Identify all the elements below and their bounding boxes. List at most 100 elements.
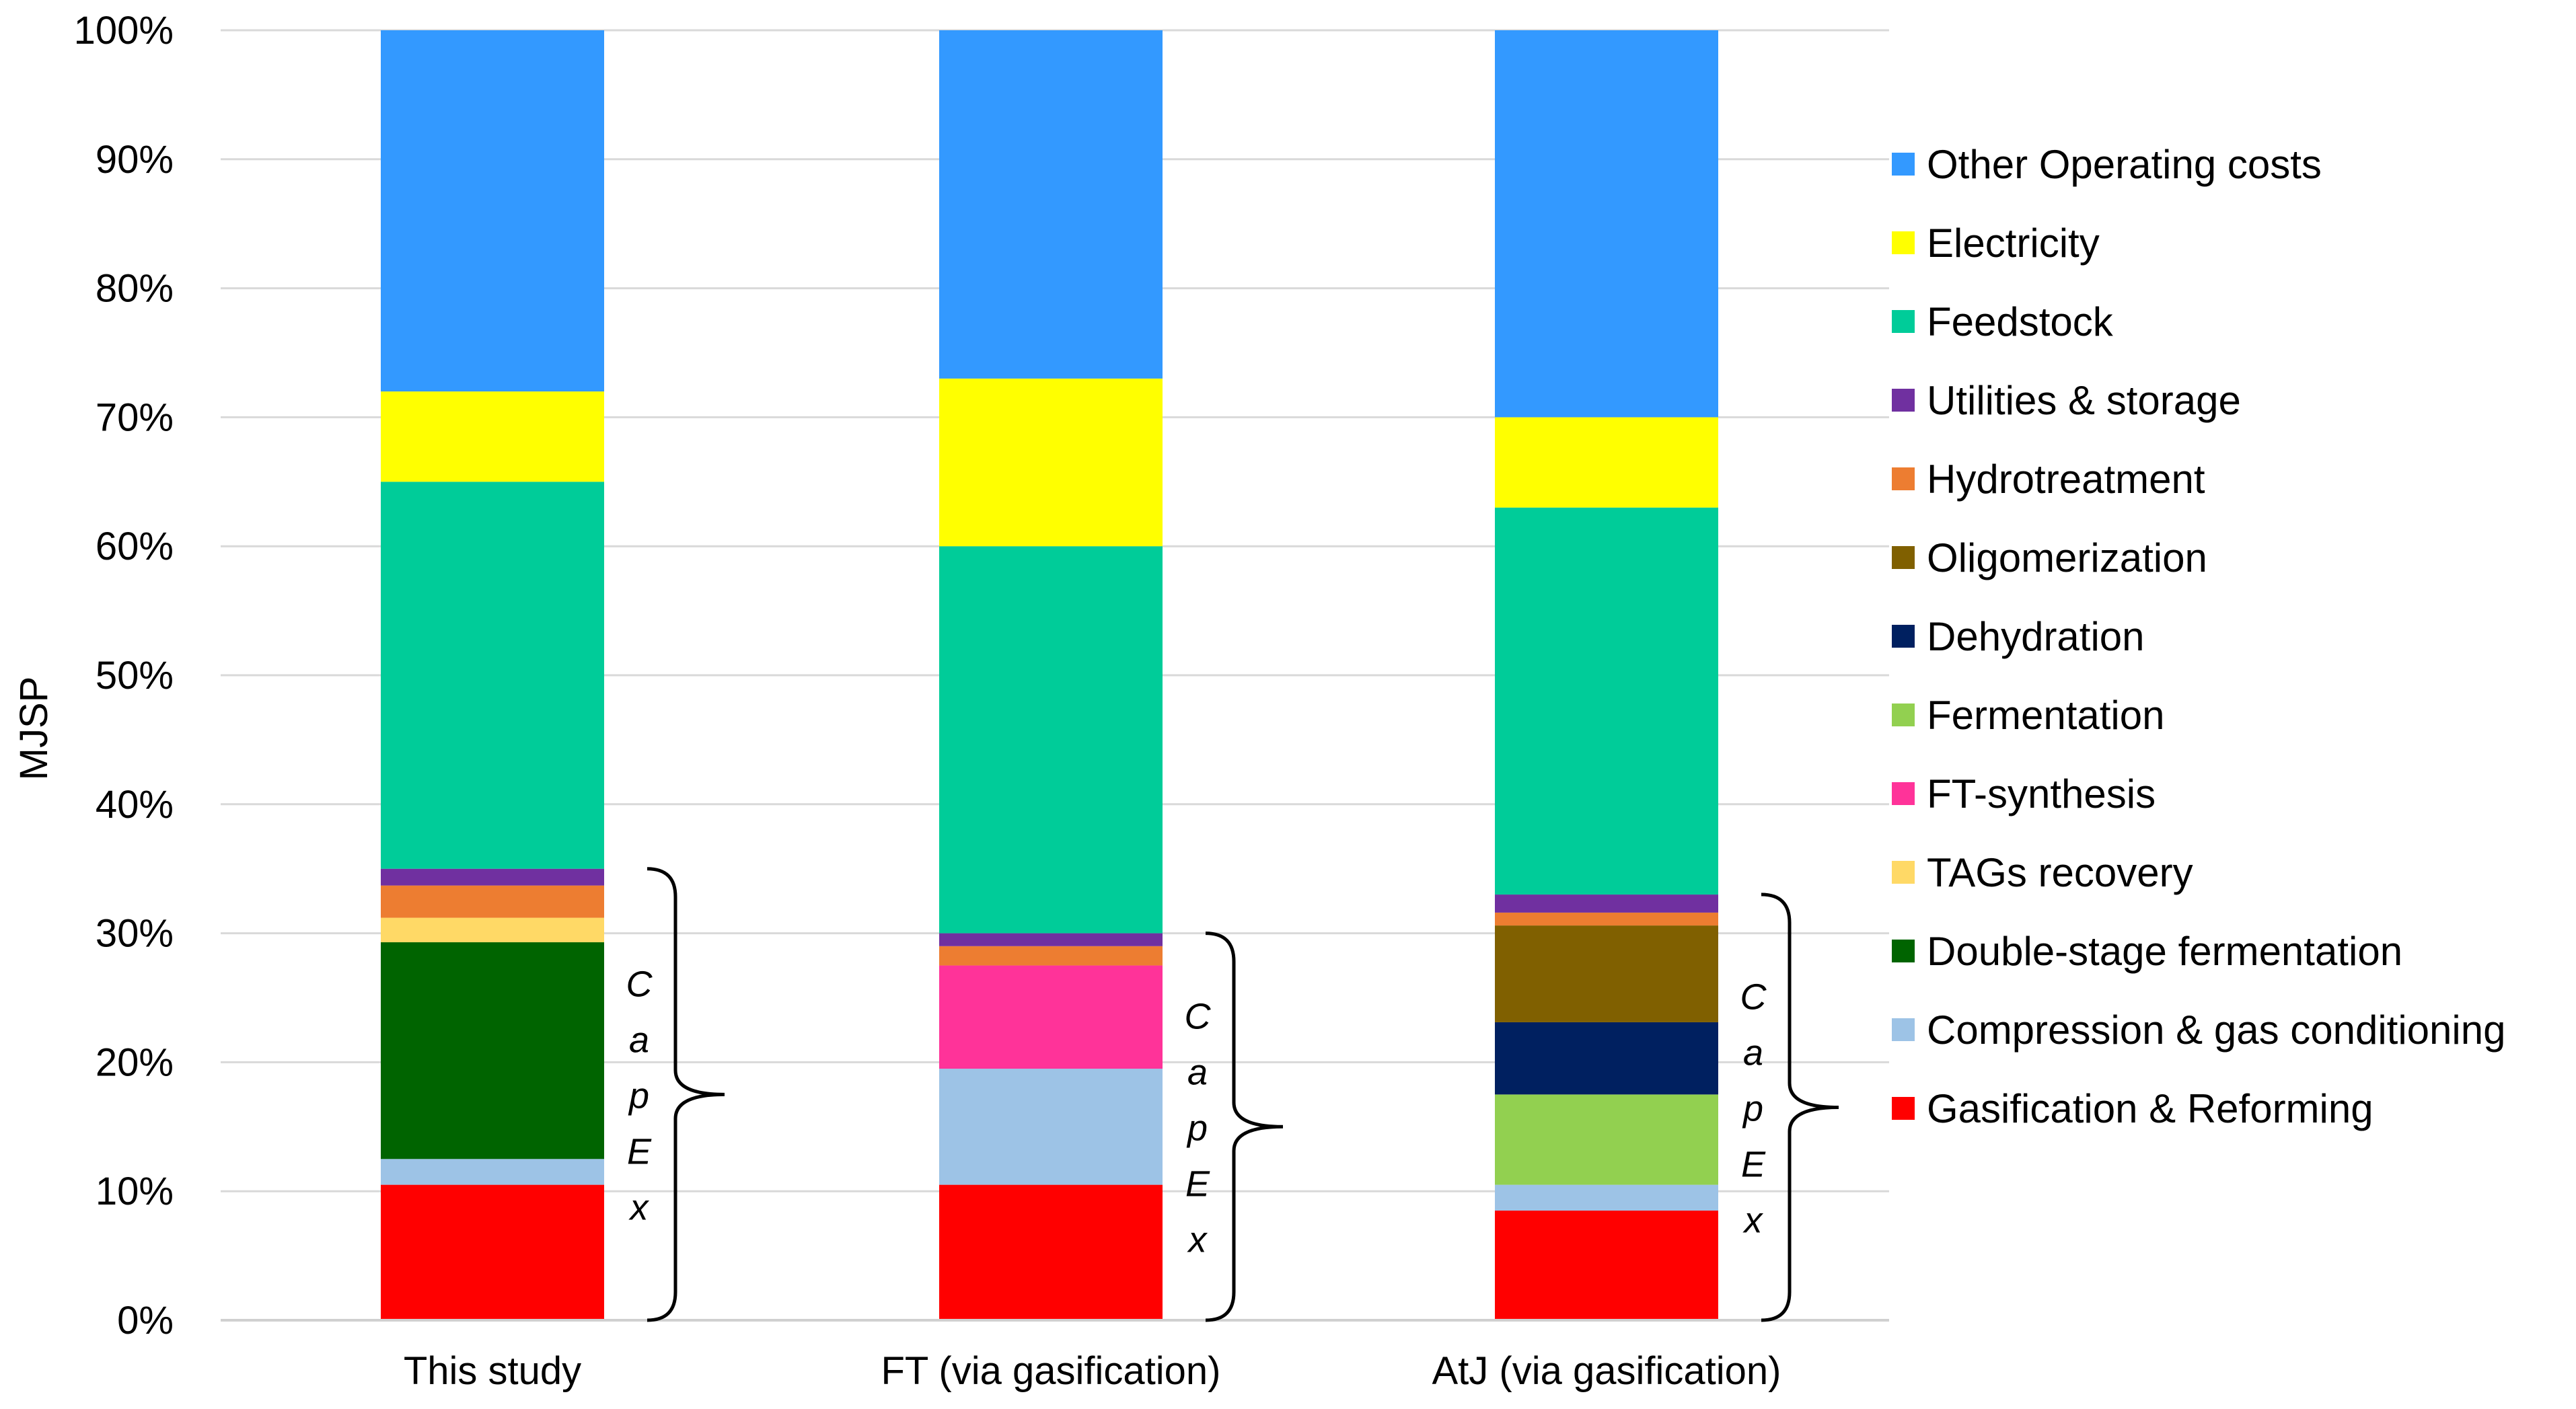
- bar-segment: [1495, 1094, 1718, 1185]
- capex-brace: [647, 867, 725, 1322]
- bar-segment: [381, 1184, 604, 1320]
- bar-segment: [381, 917, 604, 943]
- y-axis-ticks: 0% 10% 20% 30% 40% 50% 60% 70% 80% 90% 100%: [74, 9, 174, 1342]
- legend-swatch: [1892, 703, 1915, 726]
- legend-swatch: [1892, 940, 1915, 962]
- capex-letter: a: [1743, 1033, 1763, 1073]
- bar-segment: [1495, 417, 1718, 508]
- legend: Other Operating costs Electricity Feedstoc…: [1892, 142, 2505, 1131]
- bar-segment: [939, 546, 1163, 934]
- legend-label: Feedstock: [1927, 299, 2114, 344]
- legend-swatch: [1892, 782, 1915, 805]
- legend-item: Double-stage fermentation: [1892, 929, 2402, 974]
- category-label: AtJ (via gasification): [1432, 1349, 1781, 1393]
- legend-swatch: [1892, 625, 1915, 648]
- legend-label: Gasification & Reforming: [1927, 1086, 2373, 1131]
- bar-segment: [1495, 507, 1718, 895]
- legend-label: Compression & gas conditioning: [1927, 1007, 2505, 1053]
- y-tick-label: 90%: [96, 138, 174, 182]
- legend-swatch: [1892, 153, 1915, 176]
- bar-segment: [381, 942, 604, 1159]
- y-tick-label: 100%: [74, 9, 174, 52]
- category-label: FT (via gasification): [881, 1349, 1221, 1393]
- capex-letter: x: [1187, 1219, 1208, 1260]
- legend-label: FT-synthesis: [1927, 771, 2156, 816]
- bar-segment: [1495, 30, 1718, 418]
- legend-item: Hydrotreatment: [1892, 457, 2205, 502]
- bar-segment: [381, 1159, 604, 1185]
- capex-brace: [1205, 931, 1284, 1322]
- legend-swatch: [1892, 389, 1915, 412]
- category-labels: This study FT (via gasification) AtJ (via …: [404, 1349, 1781, 1393]
- bar-segment: [1495, 912, 1718, 926]
- capex-brace: [1761, 892, 1839, 1322]
- legend-label: Other Operating costs: [1927, 142, 2322, 187]
- legend-label: Utilities & storage: [1927, 378, 2241, 423]
- y-tick-label: 20%: [96, 1040, 174, 1084]
- y-tick-label: 50%: [96, 654, 174, 697]
- legend-label: Double-stage fermentation: [1927, 929, 2402, 974]
- bar-segment: [939, 30, 1163, 379]
- bar-segment: [939, 946, 1163, 966]
- capex-letter: x: [628, 1187, 650, 1227]
- bar-segment: [1495, 894, 1718, 913]
- bar-segment: [381, 868, 604, 886]
- capex-letter: p: [1742, 1089, 1763, 1129]
- y-tick-label: 0%: [117, 1299, 174, 1342]
- capex-letter: a: [1187, 1052, 1208, 1092]
- capex-letter: E: [1185, 1164, 1210, 1204]
- bar-segment: [1495, 925, 1718, 1022]
- category-label: This study: [404, 1349, 581, 1393]
- legend-item: Feedstock: [1892, 299, 2114, 344]
- bar-segment: [1495, 1022, 1718, 1095]
- y-tick-label: 10%: [96, 1170, 174, 1213]
- legend-swatch: [1892, 861, 1915, 884]
- legend-swatch: [1892, 1097, 1915, 1120]
- legend-swatch: [1892, 467, 1915, 490]
- bar-segment: [381, 391, 604, 482]
- capex-letter: p: [628, 1075, 649, 1116]
- capex-letter: C: [626, 964, 653, 1004]
- legend-item: Compression & gas conditioning: [1892, 1007, 2505, 1053]
- bars: [381, 30, 1718, 1320]
- legend-swatch: [1892, 310, 1915, 333]
- bar-segment: [939, 965, 1163, 1069]
- bar-segment: [939, 1068, 1163, 1185]
- bar-segment: [381, 30, 604, 392]
- y-tick-label: 80%: [96, 267, 174, 311]
- bar-segment: [1495, 1184, 1718, 1211]
- y-tick-label: 70%: [96, 395, 174, 439]
- capex-letter: E: [1741, 1145, 1766, 1185]
- legend-label: Hydrotreatment: [1927, 457, 2205, 502]
- capex-letter: C: [1185, 996, 1212, 1036]
- y-tick-label: 40%: [96, 783, 174, 827]
- y-tick-label: 60%: [96, 525, 174, 568]
- legend-item: Electricity: [1892, 221, 2100, 266]
- legend-swatch: [1892, 1018, 1915, 1041]
- bar-stack: [1495, 30, 1718, 1320]
- bar-segment: [939, 1184, 1163, 1320]
- bar-stack: [939, 30, 1163, 1320]
- legend-item: Utilities & storage: [1892, 378, 2241, 423]
- legend-item: FT-synthesis: [1892, 771, 2156, 816]
- legend-item: Oligomerization: [1892, 535, 2207, 580]
- bar-segment: [381, 885, 604, 918]
- legend-item: Dehydration: [1892, 614, 2145, 659]
- legend-label: Electricity: [1927, 221, 2100, 266]
- bar-segment: [939, 378, 1163, 547]
- legend-item: TAGs recovery: [1892, 850, 2193, 895]
- capex-letter: a: [629, 1020, 649, 1060]
- bar-segment: [381, 482, 604, 869]
- capex-letter: C: [1740, 977, 1767, 1018]
- legend-swatch: [1892, 546, 1915, 569]
- capex-letter: p: [1186, 1108, 1208, 1148]
- y-tick-label: 30%: [96, 912, 174, 956]
- legend-label: Fermentation: [1927, 693, 2165, 738]
- capex-letter: E: [627, 1131, 652, 1172]
- legend-item: Other Operating costs: [1892, 142, 2322, 187]
- capex-letter: x: [1742, 1201, 1764, 1241]
- y-axis-title: MJSP: [12, 677, 56, 781]
- legend-item: Fermentation: [1892, 693, 2165, 738]
